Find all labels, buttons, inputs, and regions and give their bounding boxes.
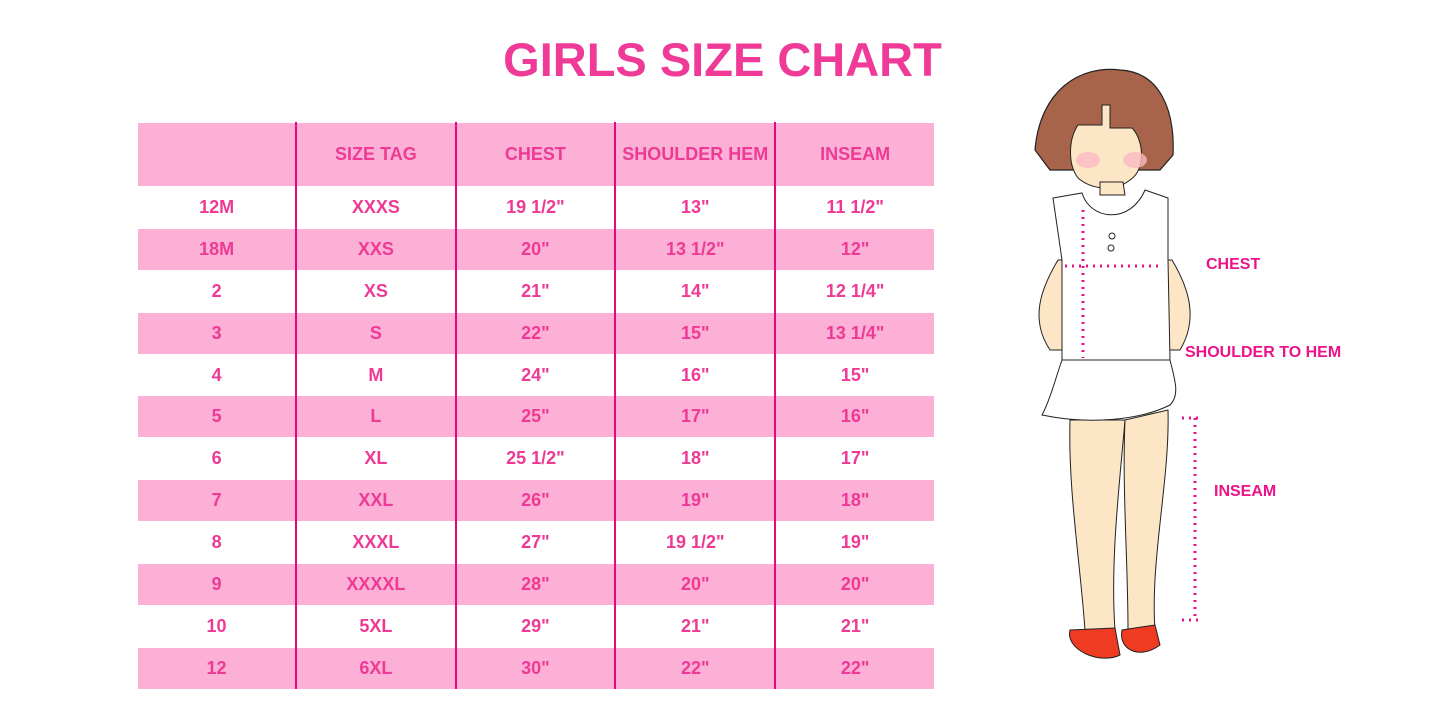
- table-cell: 16": [614, 354, 776, 396]
- table-cell: 20": [454, 228, 616, 271]
- table-cell: 5: [138, 395, 297, 438]
- table-row: 10 5XL 29" 21" 21": [138, 605, 934, 648]
- table-row: 6 XL 25 1/2" 18" 17": [138, 437, 934, 480]
- table-cell: 24": [454, 354, 616, 396]
- table-cell: XXS: [295, 228, 456, 271]
- leg-left: [1069, 419, 1126, 631]
- table-cell: XL: [295, 437, 456, 480]
- column-header: INSEAM: [774, 122, 934, 187]
- shoulder-to-hem-label: SHOULDER TO HEM: [1185, 344, 1342, 361]
- table-cell: XXXS: [295, 186, 456, 229]
- table-cell: 22": [614, 647, 776, 689]
- table-cell: XXL: [295, 479, 456, 522]
- shirt: [1052, 189, 1171, 361]
- table-header-row: SIZE TAG CHEST SHOULDER HEM INSEAM: [138, 122, 934, 187]
- table-cell: 22": [774, 647, 934, 689]
- table-cell: M: [295, 354, 456, 396]
- table-cell: 5XL: [295, 605, 456, 648]
- table-cell: 25 1/2": [454, 437, 616, 480]
- table-row: 12 6XL 30" 22" 22": [138, 647, 934, 689]
- page-title: GIRLS SIZE CHART: [503, 33, 942, 86]
- table-cell: 12M: [138, 186, 297, 229]
- table-cell: 9: [138, 563, 297, 606]
- table-cell: 17": [614, 395, 776, 438]
- table-cell: 2: [138, 270, 297, 313]
- table-cell: 30": [454, 647, 616, 689]
- column-header: SIZE TAG: [295, 122, 456, 187]
- table-cell: 19": [614, 479, 776, 522]
- inseam-label: INSEAM: [1214, 483, 1277, 500]
- column-header: CHEST: [454, 122, 616, 187]
- table-cell: 19 1/2": [614, 521, 776, 564]
- table-cell: 10: [138, 605, 297, 648]
- table-cell: 8: [138, 521, 297, 564]
- table-row: 2 XS 21" 14" 12 1/4": [138, 270, 934, 313]
- column-header: SHOULDER HEM: [614, 122, 776, 187]
- table-row: 5 L 25" 17" 16": [138, 395, 934, 438]
- table-cell: 6: [138, 437, 297, 480]
- table-cell: 18": [614, 437, 776, 480]
- chest-label: CHEST: [1206, 256, 1261, 273]
- table-cell: 28": [454, 563, 616, 606]
- table-row: 9 XXXXL 28" 20" 20": [138, 563, 934, 606]
- shoe-left: [1069, 627, 1121, 659]
- table-cell: 6XL: [295, 647, 456, 689]
- table-row: 8 XXXL 27" 19 1/2" 19": [138, 521, 934, 564]
- table-cell: 26": [454, 479, 616, 522]
- table-cell: XXXL: [295, 521, 456, 564]
- table-cell: 25": [454, 395, 616, 438]
- table-row: 4 M 24" 16" 15": [138, 354, 934, 396]
- table-cell: 13 1/4": [774, 312, 934, 355]
- table-cell: 16": [774, 395, 934, 438]
- table-cell: 12": [774, 228, 934, 271]
- table-cell: 4: [138, 354, 297, 396]
- table-cell: S: [295, 312, 456, 355]
- table-cell: 13 1/2": [614, 228, 776, 271]
- table-cell: 13": [614, 186, 776, 229]
- table-cell: XS: [295, 270, 456, 313]
- table-cell: 27": [454, 521, 616, 564]
- table-cell: 15": [774, 354, 934, 396]
- table-cell: 11 1/2": [774, 186, 934, 229]
- table-row: 7 XXL 26" 19" 18": [138, 479, 934, 522]
- table-cell: 21": [454, 270, 616, 313]
- girl-measurement-illustration: [1034, 68, 1202, 659]
- leg-right: [1123, 409, 1169, 631]
- table-cell: 18M: [138, 228, 297, 271]
- table-cell: 3: [138, 312, 297, 355]
- table-cell: XXXXL: [295, 563, 456, 606]
- table-cell: 20": [614, 563, 776, 606]
- table-cell: 20": [774, 563, 934, 606]
- table-cell: 7: [138, 479, 297, 522]
- table-row: 3 S 22" 15" 13 1/4": [138, 312, 934, 355]
- table-cell: 12: [138, 647, 297, 689]
- table-row: 18M XXS 20" 13 1/2" 12": [138, 228, 934, 271]
- table-cell: 19 1/2": [454, 186, 616, 229]
- size-table: SIZE TAG CHEST SHOULDER HEM INSEAM 12M XXXS 1…: [138, 122, 934, 689]
- table-cell: 19": [774, 521, 934, 564]
- table-cell: 15": [614, 312, 776, 355]
- skirt: [1041, 359, 1177, 421]
- column-header: [138, 122, 297, 187]
- table-cell: 21": [774, 605, 934, 648]
- table-cell: 29": [454, 605, 616, 648]
- table-cell: L: [295, 395, 456, 438]
- table-cell: 22": [454, 312, 616, 355]
- table-cell: 17": [774, 437, 934, 480]
- table-cell: 18": [774, 479, 934, 522]
- table-cell: 14": [614, 270, 776, 313]
- shoe-right: [1121, 624, 1161, 653]
- table-cell: 12 1/4": [774, 270, 934, 313]
- table-row: 12M XXXS 19 1/2" 13" 11 1/2": [138, 186, 934, 229]
- table-cell: 21": [614, 605, 776, 648]
